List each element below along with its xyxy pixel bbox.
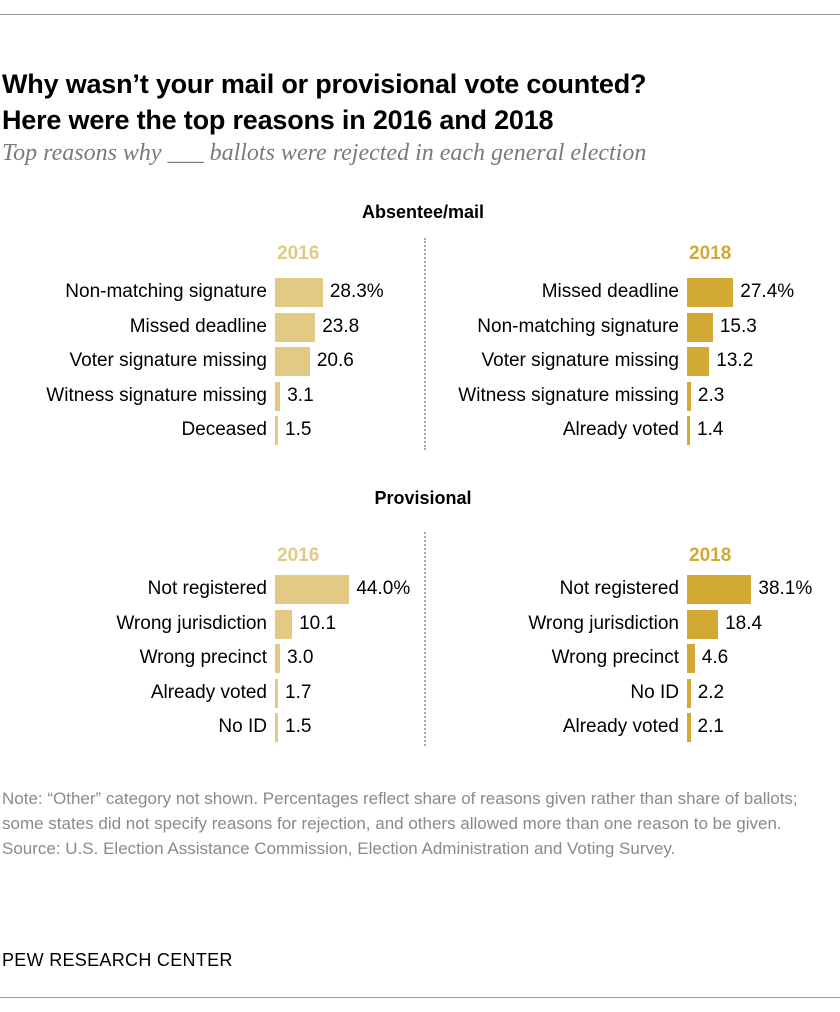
data-label: 44.0% xyxy=(356,578,411,599)
data-label: 2.3 xyxy=(697,384,725,406)
bar xyxy=(275,678,278,708)
data-label: 1.7 xyxy=(285,681,312,703)
note-text: Note: “Other” category not shown. Percen… xyxy=(2,789,798,833)
bar xyxy=(687,678,691,708)
category-label: Not registered xyxy=(559,578,679,599)
category-label: Not registered xyxy=(147,578,267,599)
category-label: Witness signature missing xyxy=(458,384,679,406)
bar xyxy=(275,609,293,639)
data-label: 23.8 xyxy=(322,315,360,337)
bar xyxy=(687,713,691,742)
data-label: 1.5 xyxy=(285,716,312,737)
bar xyxy=(275,416,278,445)
footnote: Note: “Other” category not shown. Percen… xyxy=(2,786,802,861)
title-line-1: Why wasn’t your mail or provisional vote… xyxy=(2,69,647,99)
bar xyxy=(275,644,281,673)
category-label: Non-matching signature xyxy=(65,281,267,302)
divider-absentee xyxy=(424,238,426,450)
data-label: 38.1% xyxy=(758,578,813,599)
category-label: Wrong jurisdiction xyxy=(116,612,267,634)
data-label: 2.2 xyxy=(697,681,725,703)
bar xyxy=(275,381,281,411)
category-label: Already voted xyxy=(562,419,679,440)
data-label: 3.0 xyxy=(287,647,314,668)
data-label: 3.1 xyxy=(287,384,314,406)
data-label: 20.6 xyxy=(316,350,354,371)
category-label: Voter signature missing xyxy=(481,350,680,371)
chart-title: Why wasn’t your mail or provisional vote… xyxy=(2,66,646,138)
bar xyxy=(275,278,323,307)
category-label: Missed deadline xyxy=(129,315,267,337)
year-label-2018: 2018 xyxy=(689,545,732,566)
bar xyxy=(687,278,734,307)
category-label: No ID xyxy=(218,716,267,737)
bar xyxy=(275,312,316,342)
bottom-rule xyxy=(0,997,840,998)
year-label-2016: 2016 xyxy=(277,545,320,566)
section-title-provisional: Provisional xyxy=(374,488,472,508)
data-label: 27.4% xyxy=(740,281,795,302)
data-label: 4.6 xyxy=(701,647,729,668)
divider-provisional xyxy=(424,532,426,746)
category-label: Missed deadline xyxy=(541,281,679,302)
bar xyxy=(275,575,350,604)
data-label: 13.2 xyxy=(716,350,754,371)
bar xyxy=(275,347,310,376)
bar xyxy=(687,347,710,376)
category-label: No ID xyxy=(630,681,679,703)
data-label: 10.1 xyxy=(299,612,337,634)
brand-logo: PEW RESEARCH CENTER xyxy=(2,950,233,970)
category-label: Wrong jurisdiction xyxy=(528,612,679,634)
bar xyxy=(687,644,695,673)
category-label: Already voted xyxy=(562,716,679,737)
bar xyxy=(687,381,691,411)
data-label: 1.5 xyxy=(285,419,312,440)
data-label: 28.3% xyxy=(329,281,384,302)
data-label: 18.4 xyxy=(725,612,763,634)
data-label: 15.3 xyxy=(719,315,757,337)
category-label: Wrong precinct xyxy=(139,647,267,668)
top-rule xyxy=(0,14,840,15)
source-text: Source: U.S. Election Assistance Commiss… xyxy=(2,839,676,858)
bar xyxy=(275,713,278,742)
category-label: Voter signature missing xyxy=(69,350,268,371)
year-label-2016: 2016 xyxy=(277,243,320,264)
data-label: 1.4 xyxy=(697,419,724,440)
chart-subtitle: Top reasons why ___ ballots were rejecte… xyxy=(2,140,647,166)
bar xyxy=(687,609,719,639)
year-label-2018: 2018 xyxy=(689,243,732,264)
category-label: Deceased xyxy=(181,419,267,440)
category-label: Witness signature missing xyxy=(46,384,267,406)
data-label: 2.1 xyxy=(697,716,724,737)
title-line-2: Here were the top reasons in 2016 and 20… xyxy=(2,105,554,135)
bar xyxy=(687,575,752,604)
section-title-absentee: Absentee/mail xyxy=(361,202,485,222)
category-label: Already voted xyxy=(150,681,267,703)
bar xyxy=(687,312,713,342)
bar xyxy=(687,416,690,445)
category-label: Wrong precinct xyxy=(551,647,679,668)
category-label: Non-matching signature xyxy=(477,315,679,337)
